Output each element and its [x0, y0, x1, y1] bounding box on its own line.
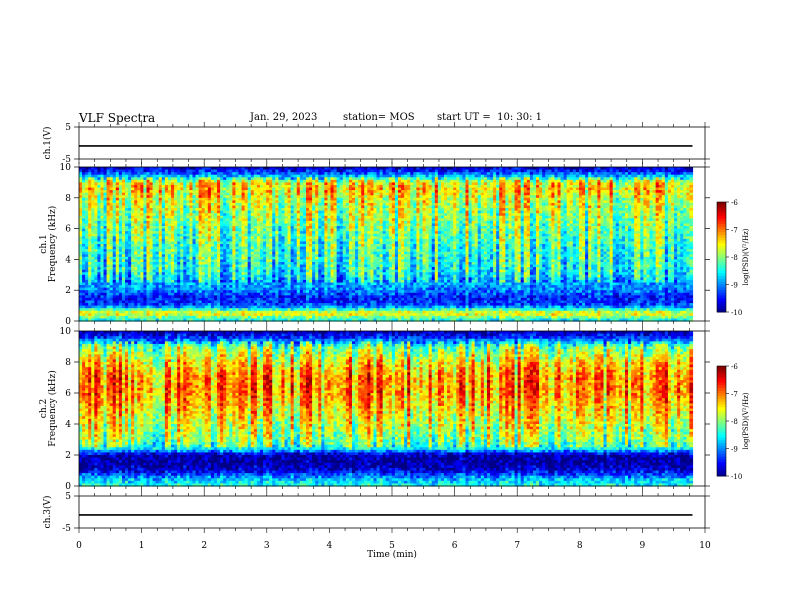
panel-2	[79, 167, 693, 322]
y-tick-label: 5	[65, 123, 71, 133]
panel-frame	[79, 127, 705, 159]
y-axis-label: ch.1(V)	[42, 127, 53, 160]
